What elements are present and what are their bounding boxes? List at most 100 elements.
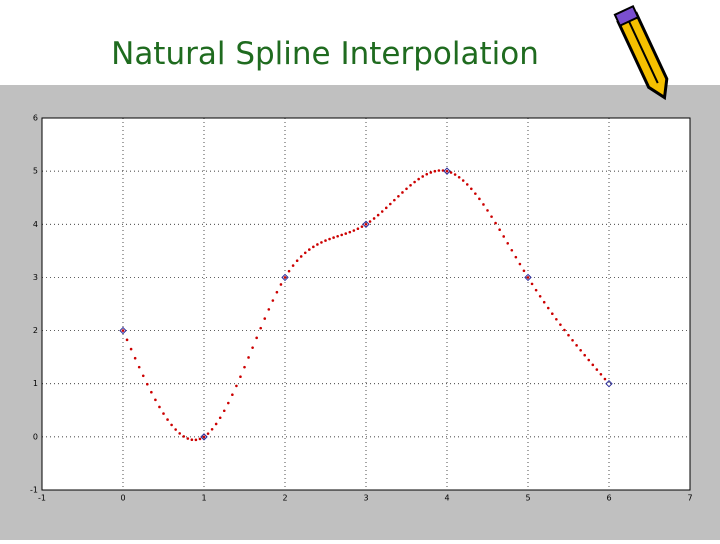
spline-dot [551,312,554,316]
data-marker [443,167,451,175]
spline-dot [259,326,263,330]
x-tick-label: 7 [687,494,692,503]
x-tick-label: 4 [444,494,449,503]
spline-dot [137,365,141,369]
spline-dot [417,177,420,181]
spline-dot [425,172,429,176]
spline-dot [453,173,457,176]
spline-dot [348,230,352,234]
spline-dot [158,405,161,409]
spline-dot [332,236,335,239]
spline-dot [231,393,234,397]
spline-dot [190,438,194,442]
spline-dot [320,241,323,244]
spline-dot [125,338,129,342]
spline-dot [174,428,177,431]
spline-dot [579,349,582,352]
spline-dot [364,222,368,226]
plot-area [41,117,691,491]
spline-dot [295,259,299,263]
y-tick-label: 4 [33,220,38,229]
spline-dot [235,384,238,388]
x-tick-label: 3 [363,494,368,503]
spline-dot [559,323,562,326]
spline-dot [542,300,546,304]
pencil-line [628,21,659,84]
spline-dot [409,184,412,187]
y-tick-label: 0 [33,432,38,441]
spline-dot [255,336,258,340]
spline-dot [506,242,510,245]
chart-title: Natural Spline Interpolation [111,36,539,72]
spline-dot [287,269,291,273]
data-marker [524,273,532,282]
spline-dot [324,239,327,242]
spline-dot [478,197,481,201]
spline-dot [344,232,348,235]
spline-dot [267,308,271,311]
spline-dot [206,432,210,435]
spline-dot [247,356,250,359]
x-tick-label: -1 [38,494,46,503]
spline-dot [389,202,392,206]
spline-dot [465,183,469,186]
spline-dot [154,398,157,402]
spline-dot [571,339,574,342]
spline-dot [372,217,376,220]
data-marker [281,273,289,282]
y-tick-label: -1 [30,486,38,495]
spline-dot [583,353,586,357]
pencil-eraser [613,5,640,27]
spline-dot [251,346,254,349]
spline-dot [555,317,558,321]
spline-dot [490,215,493,218]
spline-dot [437,169,441,172]
x-tick-label: 6 [606,494,611,503]
data-marker [200,433,208,441]
spline-dot [291,264,295,267]
spline-dot [494,221,497,225]
spline-dot [239,375,242,378]
spline-dot [449,171,453,174]
spline-dot [121,329,125,332]
spline-dot [275,290,279,294]
spline-dot [352,229,356,232]
spline-dot [150,390,153,394]
spline-dot [214,422,218,426]
spline-dot [133,356,137,360]
spline-dot [591,363,595,367]
spline-dot [210,427,214,431]
data-marker [362,220,370,228]
spline-dot [538,294,542,298]
spline-dot [534,288,538,292]
spline-dot [166,418,169,421]
spline-dot [380,210,384,213]
spline-dot [575,344,578,347]
spline-dot [470,187,473,191]
spline-dot [510,248,514,252]
spline-dot [356,227,360,231]
spline-dot [567,333,570,337]
spline-dot [603,377,607,381]
spline-dot [384,206,388,210]
spline-dot [393,198,396,202]
spline-dot [308,248,311,251]
y-tick-label: 6 [33,114,38,123]
y-tick-label: 5 [33,167,38,176]
spline-dot [312,245,315,249]
spline-dot [514,255,518,259]
spline-dot [587,358,591,362]
spline-dot [194,438,198,442]
spline-dot [170,423,173,427]
spline-dot [271,299,275,302]
spline-dot [413,180,416,184]
spline-dot [129,347,133,351]
spline-dot [146,382,149,386]
spline-dot [397,194,400,198]
spline-dot [595,368,599,371]
pencil-icon [613,5,669,101]
spline-dot [429,171,433,174]
spline-dot [299,255,303,258]
spline-dot [360,225,364,228]
